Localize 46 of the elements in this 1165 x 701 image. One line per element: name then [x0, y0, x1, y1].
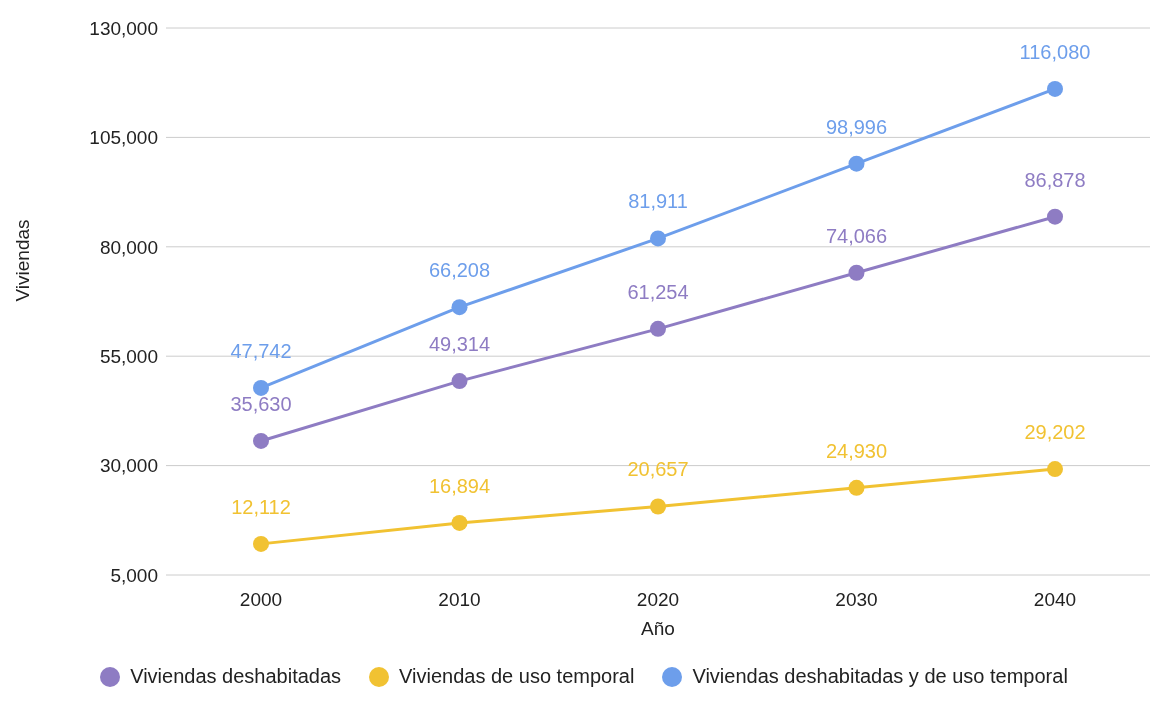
point: [451, 373, 468, 390]
y-axis-title: Viviendas: [11, 219, 33, 302]
data-label: 12,112: [231, 495, 291, 518]
data-label: 86,878: [1024, 168, 1086, 191]
y-tick-label: 5,000: [110, 564, 158, 586]
data-label: 81,911: [628, 190, 688, 213]
x-tick-label: 2020: [636, 589, 680, 611]
point: [650, 498, 666, 515]
y-tick-label: 30,000: [99, 455, 158, 477]
point: [253, 535, 269, 552]
data-label: 74,066: [825, 224, 888, 247]
point: [451, 299, 468, 316]
y-tick-label: 105,000: [89, 127, 158, 149]
point: [848, 264, 865, 281]
data-label: 66,208: [428, 259, 491, 282]
data-label: 98,996: [825, 115, 888, 138]
point: [848, 155, 865, 172]
x-tick-label: 2040: [1033, 589, 1077, 611]
x-tick-label: 2010: [438, 589, 481, 611]
y-tick-label: 130,000: [89, 17, 158, 39]
data-label: 16,894: [428, 474, 491, 497]
point: [253, 432, 269, 449]
point: [650, 230, 666, 247]
data-label: 29,202: [1024, 421, 1086, 444]
y-tick-label: 80,000: [99, 236, 158, 258]
x-tick-label: 2030: [835, 589, 878, 611]
point: [451, 514, 468, 531]
data-label: 61,254: [627, 280, 689, 303]
y-tick-label: 55,000: [99, 345, 158, 367]
data-label: 35,630: [230, 392, 292, 415]
data-label: 24,930: [825, 439, 888, 462]
point: [848, 479, 865, 496]
data-label: 49,314: [428, 333, 491, 356]
legend-label: Viviendas deshabitadas: [130, 665, 342, 688]
legend-label: Viviendas deshabitadas y de uso temporal: [692, 665, 1068, 688]
x-tick-label: 2000: [239, 589, 283, 611]
data-label: 47,742: [230, 339, 292, 362]
point: [1047, 80, 1063, 97]
point: [1047, 208, 1063, 225]
point: [253, 379, 269, 396]
point: [1047, 461, 1063, 478]
legend-label: Viviendas de uso temporal: [399, 665, 635, 688]
point: [650, 320, 666, 337]
data-label: 116,080: [1019, 40, 1091, 63]
x-axis-title: Año: [641, 618, 675, 639]
data-label: 20,657: [627, 458, 689, 481]
